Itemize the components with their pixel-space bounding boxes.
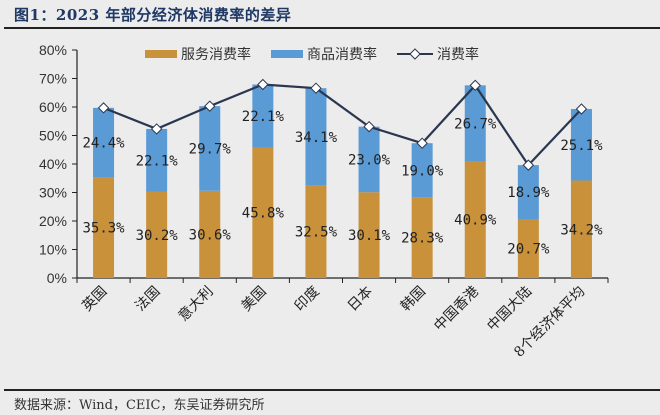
bar-services bbox=[93, 177, 115, 278]
label-goods: 26.7% bbox=[454, 116, 497, 132]
bar-services bbox=[464, 161, 486, 278]
line-consumption bbox=[103, 83, 583, 167]
label-services: 30.2% bbox=[136, 228, 179, 244]
bar-services bbox=[252, 147, 274, 278]
label-services: 45.8% bbox=[242, 206, 285, 222]
bar-services bbox=[199, 190, 221, 278]
bar-services bbox=[305, 185, 327, 278]
bar-services bbox=[411, 197, 433, 278]
y-tick-label: 10% bbox=[39, 242, 67, 258]
x-category-label: 印度 bbox=[292, 284, 323, 315]
diamond-marker-icon bbox=[575, 103, 588, 115]
x-category-label: 英国 bbox=[79, 283, 111, 315]
y-tick-label: 0% bbox=[47, 270, 67, 286]
bar-goods bbox=[146, 128, 168, 192]
y-tick-label: 60% bbox=[39, 99, 67, 115]
bar-goods bbox=[464, 85, 486, 162]
diamond-marker-icon bbox=[363, 120, 375, 133]
title-rule bbox=[4, 27, 660, 29]
data-source: 数据来源：Wind，CEIC，东吴证券研究所 bbox=[14, 398, 265, 413]
label-services: 28.3% bbox=[401, 231, 444, 247]
y-tick-label: 20% bbox=[39, 213, 67, 229]
legend-swatch-goods bbox=[271, 50, 303, 58]
label-goods: 34.1% bbox=[295, 130, 338, 146]
bar-goods bbox=[517, 165, 539, 220]
legend-label-services: 服务消费率 bbox=[181, 47, 251, 63]
label-goods: 22.1% bbox=[242, 109, 285, 125]
bar-services bbox=[146, 191, 168, 278]
bar-goods bbox=[358, 126, 380, 193]
label-services: 35.3% bbox=[82, 221, 125, 237]
y-tick-label: 80% bbox=[39, 42, 67, 58]
y-tick-label: 50% bbox=[39, 128, 67, 144]
legend-label-consumption: 消费率 bbox=[437, 47, 479, 63]
legend-item-services: 服务消费率 bbox=[145, 44, 251, 64]
bar-goods bbox=[570, 108, 592, 181]
x-category-label: 日本 bbox=[345, 284, 376, 315]
label-goods: 22.1% bbox=[136, 153, 179, 169]
x-category-label: 韩国 bbox=[398, 284, 429, 315]
label-goods: 25.1% bbox=[560, 138, 603, 154]
legend-item-consumption: 消费率 bbox=[397, 44, 479, 64]
bar-services bbox=[570, 180, 592, 278]
bar-goods bbox=[411, 143, 433, 198]
bar-goods bbox=[305, 88, 327, 186]
legend-item-goods: 商品消费率 bbox=[271, 44, 377, 64]
label-goods: 23.0% bbox=[348, 152, 391, 168]
diamond-marker-icon bbox=[97, 102, 110, 114]
y-tick-label: 30% bbox=[39, 185, 67, 201]
diamond-marker-icon bbox=[204, 100, 216, 112]
stacked-bar-line-chart: 0% 10% 20% 30% 40% 50% 60% 70% 80% 35.3% 24.4% 英国 30… bbox=[39, 42, 609, 361]
label-services: 40.9% bbox=[454, 213, 497, 229]
label-services: 30.6% bbox=[189, 227, 232, 243]
legend-label-goods: 商品消费率 bbox=[307, 47, 377, 63]
source-rule bbox=[4, 389, 660, 391]
label-services: 32.5% bbox=[295, 225, 338, 241]
y-tick-label: 40% bbox=[39, 156, 67, 172]
label-services: 34.2% bbox=[560, 222, 603, 238]
label-goods: 24.4% bbox=[82, 136, 125, 152]
x-category-label: 意大利 bbox=[175, 283, 217, 325]
bar-services bbox=[358, 192, 380, 278]
label-services: 20.7% bbox=[507, 242, 550, 258]
x-category-label: 中国大陆 bbox=[484, 284, 535, 335]
label-goods: 19.0% bbox=[401, 163, 444, 179]
diamond-marker-icon bbox=[469, 79, 481, 92]
diamond-marker-icon bbox=[150, 123, 163, 135]
y-tick-label: 70% bbox=[39, 71, 67, 87]
x-category-label: 美国 bbox=[239, 284, 270, 315]
diamond-marker-icon bbox=[257, 78, 269, 91]
label-services: 30.1% bbox=[348, 228, 391, 244]
x-category-label: 中国香港 bbox=[431, 284, 482, 335]
bar-goods bbox=[93, 107, 115, 178]
x-category-label: 法国 bbox=[132, 284, 163, 315]
bar-goods bbox=[199, 106, 221, 191]
label-goods: 18.9% bbox=[507, 185, 550, 201]
label-goods: 29.7% bbox=[189, 141, 232, 157]
figure-title: 图1：2023 年部分经济体消费率的差异 bbox=[14, 6, 292, 24]
chart-legend: 服务消费率 商品消费率 消费率 bbox=[145, 44, 499, 64]
bar-goods bbox=[252, 84, 274, 148]
diamond-marker-icon bbox=[310, 82, 322, 94]
diamond-marker-icon bbox=[522, 159, 535, 171]
diamond-marker-icon bbox=[416, 137, 428, 149]
bar-services bbox=[517, 219, 539, 278]
legend-line-diamond-icon bbox=[397, 48, 433, 60]
legend-swatch-services bbox=[145, 50, 177, 58]
